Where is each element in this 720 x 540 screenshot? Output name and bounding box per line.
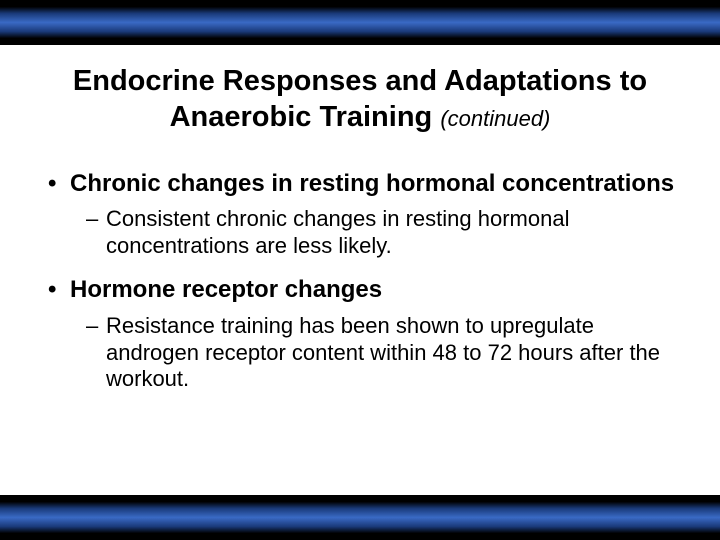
title-continued: (continued)	[440, 106, 550, 131]
bullet-text: Consistent chronic changes in resting ho…	[106, 206, 569, 258]
bullet-text: Chronic changes in resting hormonal conc…	[70, 170, 674, 197]
bullet-level1: Hormone receptor changes	[48, 276, 682, 305]
top-gradient-bar	[0, 0, 720, 45]
slide-content: Endocrine Responses and Adaptations to A…	[0, 45, 720, 393]
bottom-gradient-bar	[0, 495, 720, 540]
bullet-level1: Chronic changes in resting hormonal conc…	[48, 170, 682, 199]
bullet-level2: Consistent chronic changes in resting ho…	[86, 206, 682, 260]
slide-title: Endocrine Responses and Adaptations to A…	[38, 63, 682, 136]
title-main: Endocrine Responses and Adaptations to A…	[73, 65, 647, 133]
bullet-text: Resistance training has been shown to up…	[106, 313, 660, 392]
bullet-text: Hormone receptor changes	[70, 276, 382, 303]
bullet-level2: Resistance training has been shown to up…	[86, 313, 682, 393]
